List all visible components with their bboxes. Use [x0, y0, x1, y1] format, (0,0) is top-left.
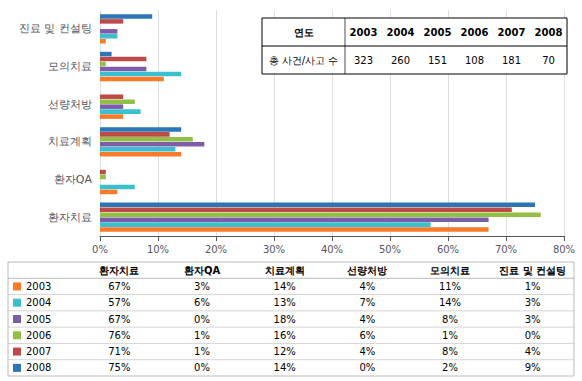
svg-text:2004: 2004 [26, 297, 51, 308]
svg-text:1%: 1% [525, 281, 541, 292]
svg-text:선량처방: 선량처방 [347, 265, 387, 276]
svg-text:108: 108 [465, 55, 484, 66]
svg-text:2003: 2003 [350, 27, 378, 38]
svg-text:2%: 2% [442, 362, 458, 373]
svg-text:57%: 57% [108, 297, 130, 308]
svg-text:2008: 2008 [535, 27, 563, 38]
svg-text:323: 323 [354, 55, 373, 66]
svg-text:환자치료: 환자치료 [48, 211, 92, 224]
svg-text:환자QA: 환자QA [184, 265, 221, 276]
svg-text:환자치료: 환자치료 [99, 265, 139, 276]
svg-text:40%: 40% [321, 244, 343, 255]
svg-text:4%: 4% [359, 346, 375, 357]
svg-text:1%: 1% [194, 346, 210, 357]
svg-text:6%: 6% [194, 297, 210, 308]
svg-text:181: 181 [502, 55, 521, 66]
svg-text:50%: 50% [379, 244, 401, 255]
svg-text:0%: 0% [92, 244, 108, 255]
svg-text:18%: 18% [274, 314, 296, 325]
svg-text:70: 70 [542, 55, 555, 66]
svg-text:30%: 30% [263, 244, 285, 255]
svg-text:0%: 0% [359, 362, 375, 373]
svg-text:0%: 0% [194, 314, 210, 325]
svg-text:16%: 16% [274, 330, 296, 341]
svg-text:연도: 연도 [294, 27, 314, 38]
svg-text:8%: 8% [442, 314, 458, 325]
svg-text:11%: 11% [439, 281, 461, 292]
svg-text:치료계획: 치료계획 [265, 265, 305, 276]
svg-text:7%: 7% [359, 297, 375, 308]
svg-text:2007: 2007 [498, 27, 526, 38]
svg-text:9%: 9% [525, 362, 541, 373]
svg-text:71%: 71% [108, 346, 130, 357]
svg-text:75%: 75% [108, 362, 130, 373]
svg-text:12%: 12% [274, 346, 296, 357]
svg-text:3%: 3% [525, 297, 541, 308]
svg-text:10%: 10% [147, 244, 169, 255]
svg-text:76%: 76% [108, 330, 130, 341]
svg-text:4%: 4% [359, 314, 375, 325]
svg-text:치료계획: 치료계획 [48, 135, 92, 148]
svg-text:1%: 1% [194, 330, 210, 341]
svg-text:환자QA: 환자QA [54, 173, 93, 186]
svg-text:선량처방: 선량처방 [48, 98, 92, 111]
svg-text:2004: 2004 [387, 27, 415, 38]
svg-text:총 사건/사고 수: 총 사건/사고 수 [269, 55, 339, 66]
svg-text:2008: 2008 [26, 362, 51, 373]
svg-text:모의치료: 모의치료 [48, 60, 92, 73]
svg-text:1%: 1% [442, 330, 458, 341]
svg-text:67%: 67% [108, 314, 130, 325]
svg-text:모의치료: 모의치료 [430, 265, 470, 276]
svg-text:4%: 4% [359, 281, 375, 292]
svg-text:14%: 14% [274, 362, 296, 373]
svg-text:80%: 80% [553, 244, 575, 255]
svg-text:진료 및 컨설팅: 진료 및 컨설팅 [499, 265, 566, 276]
svg-text:260: 260 [391, 55, 410, 66]
svg-text:14%: 14% [274, 281, 296, 292]
svg-text:2005: 2005 [424, 27, 452, 38]
svg-text:3%: 3% [194, 281, 210, 292]
svg-text:0%: 0% [525, 330, 541, 341]
svg-text:4%: 4% [525, 346, 541, 357]
svg-text:6%: 6% [359, 330, 375, 341]
svg-text:13%: 13% [274, 297, 296, 308]
svg-text:2006: 2006 [461, 27, 489, 38]
svg-text:2007: 2007 [26, 346, 51, 357]
svg-text:3%: 3% [525, 314, 541, 325]
svg-text:8%: 8% [442, 346, 458, 357]
svg-text:20%: 20% [205, 244, 227, 255]
svg-text:0%: 0% [194, 362, 210, 373]
svg-text:14%: 14% [439, 297, 461, 308]
svg-text:67%: 67% [108, 281, 130, 292]
svg-text:2003: 2003 [26, 281, 51, 292]
svg-text:2006: 2006 [26, 330, 51, 341]
svg-text:진료 및 컨설팅: 진료 및 컨설팅 [19, 22, 92, 35]
svg-text:60%: 60% [437, 244, 459, 255]
svg-text:151: 151 [428, 55, 447, 66]
svg-text:2005: 2005 [26, 314, 51, 325]
svg-text:70%: 70% [495, 244, 517, 255]
